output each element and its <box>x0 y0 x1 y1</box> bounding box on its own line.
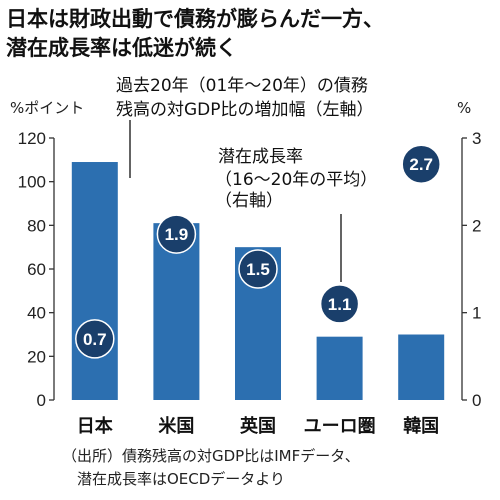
title-line-2: 潜在成長率は低迷が続く <box>6 36 237 60</box>
category-label-2: 米国 <box>158 415 194 437</box>
category-label-5: 韓国 <box>403 415 439 437</box>
growth-dot-3 <box>238 249 278 289</box>
right-axis-unit: % <box>457 99 471 117</box>
growth-dot-4 <box>319 284 360 324</box>
source-line-1: （出所）債務残高の対GDP比はIMFデータ、 <box>62 447 360 465</box>
growth-dot-label-2: 1.9 <box>165 225 189 244</box>
left-tick-label: 20 <box>27 347 46 366</box>
title-line-1: 日本は財政出動で債務が膨らんだ一方、 <box>6 7 384 31</box>
right-tick-label: 2 <box>472 216 481 235</box>
category-labels: 日本 米国 英国 ユーロ圏 韓国 <box>77 415 439 437</box>
left-tick-label: 80 <box>27 216 46 235</box>
bar-annotation-line-1: 過去20年（01年～20年）の債務 <box>116 76 368 96</box>
category-label-1: 日本 <box>77 415 113 437</box>
bar-annotation-line-2: 残高の対GDP比の増加幅（左軸） <box>116 100 374 120</box>
bar-1 <box>71 162 118 400</box>
left-axis: 0 20 40 60 80 100 120 <box>18 129 55 410</box>
growth-dot-2 <box>156 214 197 254</box>
bar-annotation: 過去20年（01年～20年）の債務 残高の対GDP比の増加幅（左軸） <box>116 76 374 178</box>
left-tick-label: 120 <box>18 129 46 148</box>
growth-dot-label-3: 1.5 <box>246 260 270 279</box>
left-axis-unit: %ポイント <box>10 99 84 117</box>
growth-dot-label-1: 0.7 <box>83 330 107 349</box>
bar-5 <box>398 334 445 400</box>
left-tick-label: 0 <box>37 391 46 410</box>
right-tick-label: 1 <box>472 304 481 323</box>
bubbles: 0.7 1.9 1.5 1.1 2.7 <box>75 144 441 359</box>
right-axis: 0 1 2 3 <box>461 129 481 410</box>
category-label-4: ユーロ圏 <box>304 416 376 437</box>
dot-annotation-line-3: （右軸） <box>215 191 283 211</box>
growth-dot-5 <box>401 144 441 184</box>
left-tick-label: 40 <box>27 304 46 323</box>
growth-dot-label-5: 2.7 <box>409 155 433 174</box>
source-line-2: 潜在成長率はOECDデータより <box>77 470 285 488</box>
growth-dot-1 <box>75 319 115 359</box>
dot-annotation-line-2: （16～20年の平均） <box>215 170 377 190</box>
bar-4 <box>316 336 363 400</box>
growth-dot-label-4: 1.1 <box>328 295 352 314</box>
dot-annotation: 潜在成長率 （16～20年の平均） （右軸） <box>215 147 377 282</box>
right-tick-label: 3 <box>472 129 481 148</box>
left-tick-label: 100 <box>18 173 46 192</box>
dot-annotation-line-1: 潜在成長率 <box>218 147 303 167</box>
category-label-3: 英国 <box>239 415 276 437</box>
left-tick-label: 60 <box>27 260 46 279</box>
right-tick-label: 0 <box>472 391 481 410</box>
